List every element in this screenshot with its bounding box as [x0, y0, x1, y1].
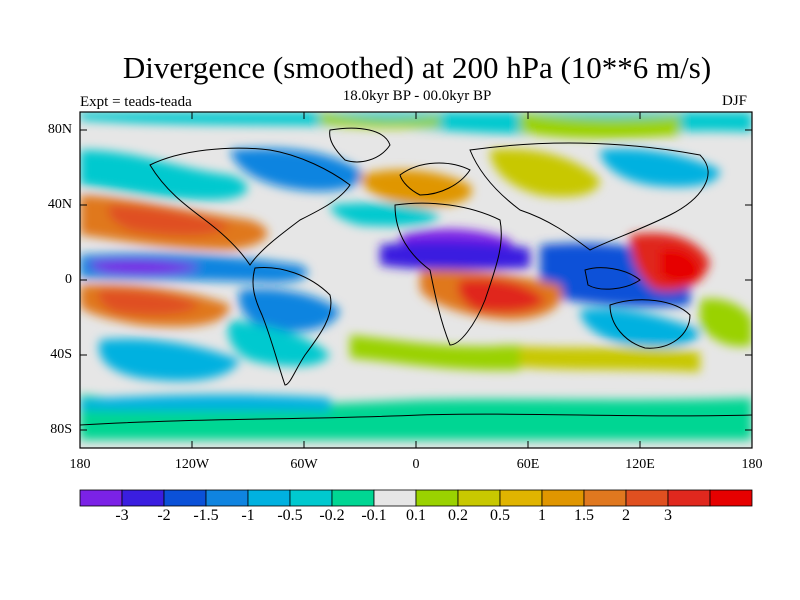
colorbar-label: -0.2 — [319, 507, 345, 524]
coastlines — [80, 127, 752, 426]
lat-label-40s: 40S — [50, 347, 72, 362]
colorbar-label: -2 — [157, 507, 171, 524]
colorbar-label: 1 — [538, 507, 546, 524]
colorbar-swatch — [415, 489, 459, 507]
lon-label-180w: 180 — [69, 457, 91, 472]
lon-label-0: 0 — [412, 457, 420, 472]
maritime-continent-coast — [584, 267, 641, 290]
colorbar-swatch — [163, 489, 207, 507]
lat-label-80n: 80N — [47, 122, 72, 137]
greenland-coast — [329, 127, 391, 163]
lon-label-60w: 60W — [290, 457, 318, 472]
colorbar-swatch — [331, 489, 375, 507]
lat-label-40n: 40N — [47, 197, 72, 212]
colorbar-label: -1 — [241, 507, 255, 524]
colorbar-swatch — [205, 489, 249, 507]
south-america-coast — [252, 266, 332, 386]
colorbar-swatch — [625, 489, 669, 507]
season-label: DJF — [722, 93, 748, 109]
colorbar-swatch — [667, 489, 711, 507]
lat-label-80s: 80S — [50, 422, 72, 437]
colorbar-label: 0.2 — [448, 507, 468, 524]
colorbar-label: 0.1 — [406, 507, 426, 524]
experiment-label: Expt = teads-teada — [80, 94, 192, 110]
antarctica-coast — [80, 413, 752, 426]
colorbar-swatch — [247, 489, 291, 507]
lon-label-120w: 120W — [174, 457, 210, 472]
axis-ticks — [79, 112, 753, 448]
colorbar-label: 1.5 — [574, 507, 594, 524]
colorbar-swatch — [709, 489, 753, 507]
africa-coast — [394, 202, 502, 346]
colorbar-label: -0.5 — [277, 507, 303, 524]
chart-title: Divergence (smoothed) at 200 hPa (10**6 … — [122, 50, 712, 85]
lon-label-180e: 180 — [741, 457, 763, 472]
europe-coast — [399, 162, 471, 196]
colorbar-swatch — [121, 489, 165, 507]
lon-label-60e: 60E — [516, 457, 540, 472]
lat-label-0: 0 — [65, 272, 72, 287]
period-label: 18.0kyr BP - 00.0kyr BP — [342, 88, 492, 104]
colorbar-swatch — [457, 489, 501, 507]
colorbar-label: 3 — [664, 507, 672, 524]
colorbar-swatch — [583, 489, 627, 507]
north-america-coast — [149, 147, 351, 266]
colorbar-label: -1.5 — [193, 507, 219, 524]
colorbar-label: -3 — [115, 507, 129, 524]
colorbar — [79, 489, 753, 507]
colorbar-label: 0.5 — [490, 507, 510, 524]
colorbar-label: 2 — [622, 507, 630, 524]
asia-coast — [469, 142, 709, 251]
lon-label-120e: 120E — [625, 457, 655, 472]
colorbar-swatch — [541, 489, 585, 507]
colorbar-label: -0.1 — [361, 507, 387, 524]
australia-coast — [609, 299, 691, 349]
divergence-field — [80, 112, 752, 448]
colorbar-swatch — [79, 489, 123, 507]
colorbar-swatch — [289, 489, 333, 507]
colorbar-swatch — [499, 489, 543, 507]
colorbar-swatch — [373, 489, 417, 507]
